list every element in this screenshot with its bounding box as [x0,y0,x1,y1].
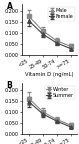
Text: A: A [7,2,12,11]
Y-axis label: Prevalence of latent TB infection: Prevalence of latent TB infection [0,66,2,144]
Legend: Winter, Summer: Winter, Summer [45,86,75,99]
X-axis label: Vitamin D (ng/mL): Vitamin D (ng/mL) [25,72,74,77]
Legend: Male, Female: Male, Female [48,7,75,21]
Text: B: B [7,80,12,90]
Y-axis label: Prevalence of latent TB infection: Prevalence of latent TB infection [0,0,2,73]
